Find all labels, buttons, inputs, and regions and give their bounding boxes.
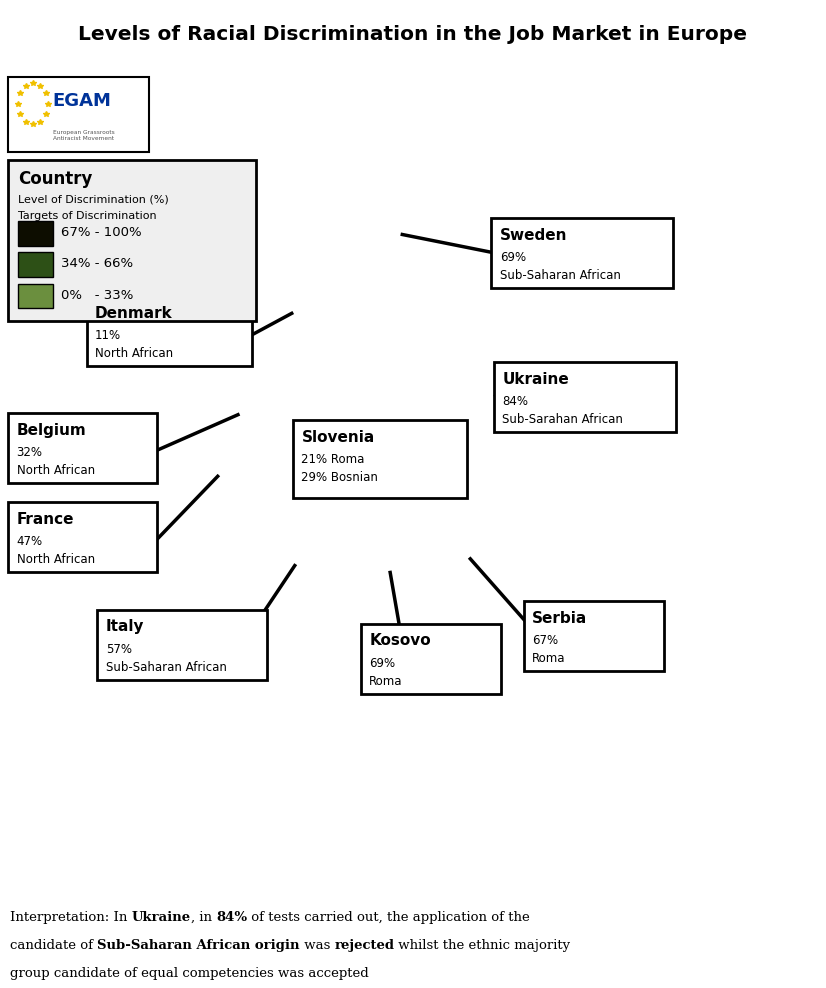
Text: 29% Bosnian: 29% Bosnian (301, 471, 378, 484)
Text: of tests carried out, the application of the: of tests carried out, the application of… (247, 911, 529, 924)
Text: Kosovo: Kosovo (369, 633, 431, 648)
Text: 84%: 84% (216, 911, 247, 924)
Text: Country: Country (18, 170, 93, 188)
FancyBboxPatch shape (8, 77, 149, 152)
Text: Sub-Saharan African: Sub-Saharan African (500, 269, 620, 282)
Text: Roma: Roma (369, 675, 403, 688)
FancyBboxPatch shape (8, 413, 157, 483)
Text: Italy: Italy (106, 619, 145, 634)
Text: 67% - 100%: 67% - 100% (61, 226, 142, 239)
FancyBboxPatch shape (8, 502, 157, 572)
Text: EGAM: EGAM (53, 92, 112, 110)
Text: whilst the ethnic majority: whilst the ethnic majority (394, 940, 571, 952)
FancyBboxPatch shape (8, 160, 256, 321)
Text: 69%: 69% (500, 251, 526, 264)
FancyBboxPatch shape (491, 217, 673, 288)
Text: rejected: rejected (335, 940, 394, 952)
FancyBboxPatch shape (494, 362, 676, 432)
Text: 84%: 84% (502, 395, 528, 408)
Text: 67%: 67% (532, 634, 558, 647)
Text: 34% - 66%: 34% - 66% (61, 257, 133, 271)
FancyBboxPatch shape (18, 252, 53, 277)
Text: Ukraine: Ukraine (502, 371, 569, 387)
Text: 21% Roma: 21% Roma (301, 453, 365, 465)
Text: North African: North African (17, 464, 95, 477)
Text: France: France (17, 512, 74, 528)
Text: candidate of: candidate of (10, 940, 97, 952)
Text: 0%   - 33%: 0% - 33% (61, 288, 134, 301)
Text: Ukraine: Ukraine (131, 911, 191, 924)
Text: Sub-Sarahan African: Sub-Sarahan African (502, 413, 623, 426)
Text: Serbia: Serbia (532, 612, 587, 626)
Text: Slovenia: Slovenia (301, 430, 375, 445)
FancyBboxPatch shape (524, 602, 664, 672)
Text: group candidate of equal competencies was accepted: group candidate of equal competencies wa… (10, 967, 368, 980)
Text: Levels of Racial Discrimination in the Job Market in Europe: Levels of Racial Discrimination in the J… (78, 25, 748, 44)
Text: 57%: 57% (106, 642, 131, 655)
Text: Targets of Discrimination: Targets of Discrimination (18, 211, 157, 221)
Text: 11%: 11% (95, 329, 121, 342)
Text: 47%: 47% (17, 535, 43, 548)
Text: 69%: 69% (369, 657, 396, 670)
FancyBboxPatch shape (361, 623, 501, 694)
Text: Sweden: Sweden (500, 227, 567, 243)
FancyBboxPatch shape (18, 284, 53, 308)
Text: Interpretation: In: Interpretation: In (10, 911, 131, 924)
Text: Roma: Roma (532, 652, 566, 666)
FancyBboxPatch shape (87, 296, 252, 367)
Text: Denmark: Denmark (95, 306, 173, 321)
Text: 32%: 32% (17, 447, 42, 459)
FancyBboxPatch shape (18, 221, 53, 246)
Text: European Grassroots
Antiracist Movement: European Grassroots Antiracist Movement (53, 129, 115, 140)
Text: North African: North African (95, 347, 173, 361)
Text: was: was (300, 940, 335, 952)
Text: Sub-Saharan African origin: Sub-Saharan African origin (97, 940, 300, 952)
FancyBboxPatch shape (293, 420, 467, 498)
Text: Belgium: Belgium (17, 423, 86, 438)
Text: , in: , in (191, 911, 216, 924)
Text: North African: North African (17, 553, 95, 566)
Text: Level of Discrimination (%): Level of Discrimination (%) (18, 195, 169, 205)
FancyBboxPatch shape (97, 610, 267, 680)
Text: Sub-Saharan African: Sub-Saharan African (106, 661, 226, 674)
